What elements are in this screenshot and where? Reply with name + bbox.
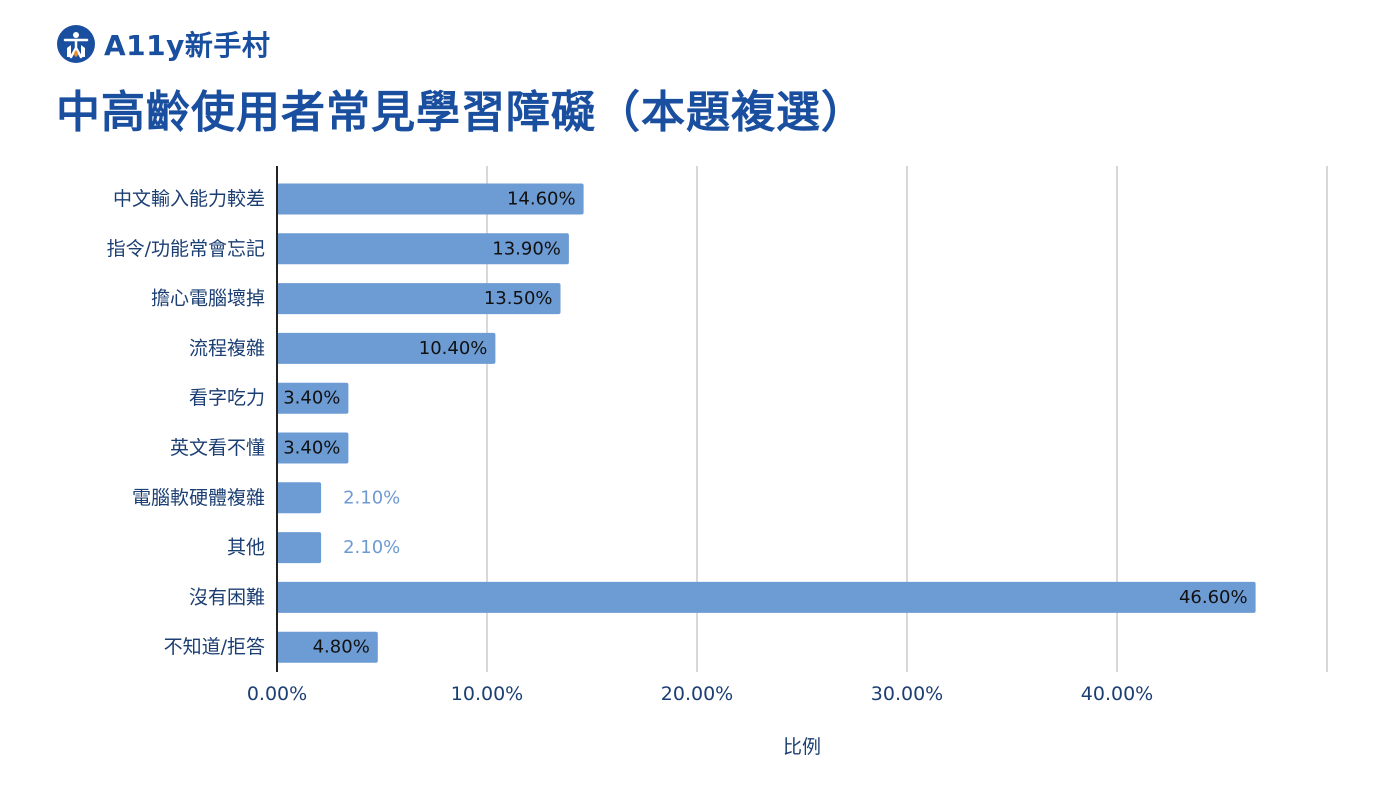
x-tick-label: 0.00% [247,683,307,705]
x-tick-label: 10.00% [451,683,523,705]
x-tick-label: 30.00% [871,683,943,705]
bar [277,233,569,265]
category-label: 看字吃力 [189,387,265,409]
data-label: 3.40% [283,388,340,409]
bar [277,183,584,215]
data-label: 46.60% [1179,587,1248,608]
category-label: 不知道/拒答 [164,636,265,658]
x-axis-title: 比例 [783,736,821,758]
category-label: 指令/功能常會忘記 [107,238,265,260]
category-label: 擔心電腦壞掉 [151,288,265,310]
page-title: 中高齡使用者常見學習障礙（本題複選） [56,87,866,138]
category-label: 電腦軟硬體複雜 [132,487,265,509]
bar [277,581,1256,613]
data-label: 2.10% [343,487,400,508]
category-label: 流程複雜 [189,337,265,359]
bar [277,432,349,464]
a11y-village-logo-icon [57,25,95,63]
bar [277,332,496,364]
category-label: 中文輸入能力較差 [113,188,265,210]
brand: A11y新手村 [56,24,270,64]
category-label: 沒有困難 [189,586,265,608]
category-label: 英文看不懂 [170,437,265,459]
x-tick-label: 40.00% [1081,683,1153,705]
data-label: 4.80% [313,637,370,658]
data-label: 13.90% [492,238,561,259]
data-label: 13.50% [484,288,553,309]
bar [277,631,378,663]
brand-name: A11y新手村 [104,29,271,62]
x-tick-label: 20.00% [661,683,733,705]
bar [277,283,561,315]
bar [277,482,322,514]
data-label: 14.60% [507,189,576,210]
bar [277,382,349,414]
data-label: 10.40% [419,338,488,359]
data-label: 3.40% [283,438,340,459]
data-label: 2.10% [343,537,400,558]
bar [277,532,322,564]
category-label: 其他 [227,537,265,559]
